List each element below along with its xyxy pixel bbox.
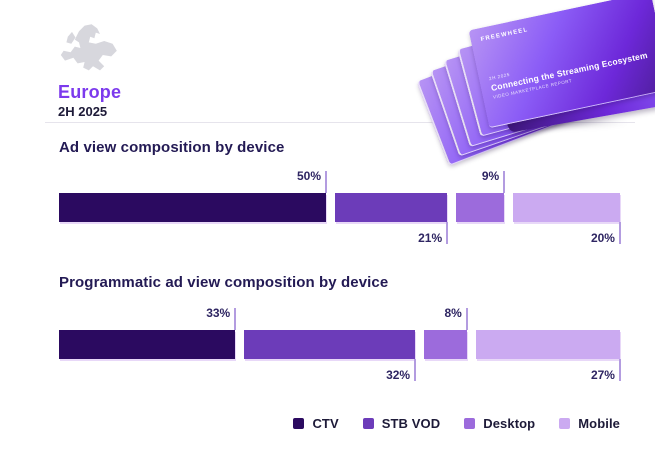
segment-value-label: 20% [590,231,615,245]
legend-label: Desktop [483,416,536,431]
segment-tick [446,222,449,244]
segment-value-label: 33% [206,306,231,320]
desktop-swatch-icon [464,418,476,429]
bar-segment-stb-vod: 21% [335,193,449,245]
legend-label: CTV [312,416,339,431]
segment-tick [618,359,621,381]
chart-legend: CTV STB VOD Desktop Mobile [0,416,620,431]
region-title: Europe [58,82,122,102]
bar-segment-desktop: 8% [424,306,468,359]
legend-item-desktop: Desktop [464,416,535,431]
legend-item-stb-vod: STB VOD [362,416,441,431]
legend-item-ctv: CTV [293,416,339,431]
segment-tick [618,222,621,244]
segment-value-label: 9% [481,169,500,183]
ctv-swatch-icon [293,418,305,429]
stb-vod-swatch-icon [362,418,374,429]
segment-tick [503,171,506,193]
region-period: 2H 2025 [58,104,108,119]
header-divider [45,122,635,123]
bar-segment-mobile: 20% [513,193,621,245]
legend-label: STB VOD [381,416,441,431]
report-stack: FREEWHEEL 2H 2025 Connecting the Streami… [416,0,655,166]
stacked-bar-chart-ad-view: 50% 21% 9% 20% [59,169,621,245]
legend-item-mobile: Mobile [559,416,620,431]
bar-segment-stb-vod: 32% [244,330,417,382]
segment-tick [414,359,417,381]
report-logo: FREEWHEEL [480,27,529,44]
segment-tick [465,308,468,330]
europe-map-icon [60,24,117,71]
mobile-swatch-icon [559,418,571,429]
segment-value-label: 21% [418,231,443,245]
chart-title-ad-view: Ad view composition by device [59,139,285,156]
segment-tick [325,171,327,193]
bar-segment-mobile: 27% [475,330,621,382]
bar-segment-ctv: 50% [59,169,327,222]
segment-tick [234,308,237,330]
segment-value-label: 50% [296,169,321,183]
region-block: Europe 2H 2025 [58,22,128,119]
segment-value-label: 32% [386,368,411,382]
segment-value-label: 27% [590,368,615,382]
stacked-bar-chart-programmatic: 33% 32% 8% 27% [59,306,621,382]
bar-segment-ctv: 33% [59,306,237,359]
chart-title-programmatic: Programmatic ad view composition by devi… [59,274,389,291]
legend-label: Mobile [578,416,620,431]
bar-segment-desktop: 9% [456,169,506,222]
segment-value-label: 8% [444,306,462,320]
